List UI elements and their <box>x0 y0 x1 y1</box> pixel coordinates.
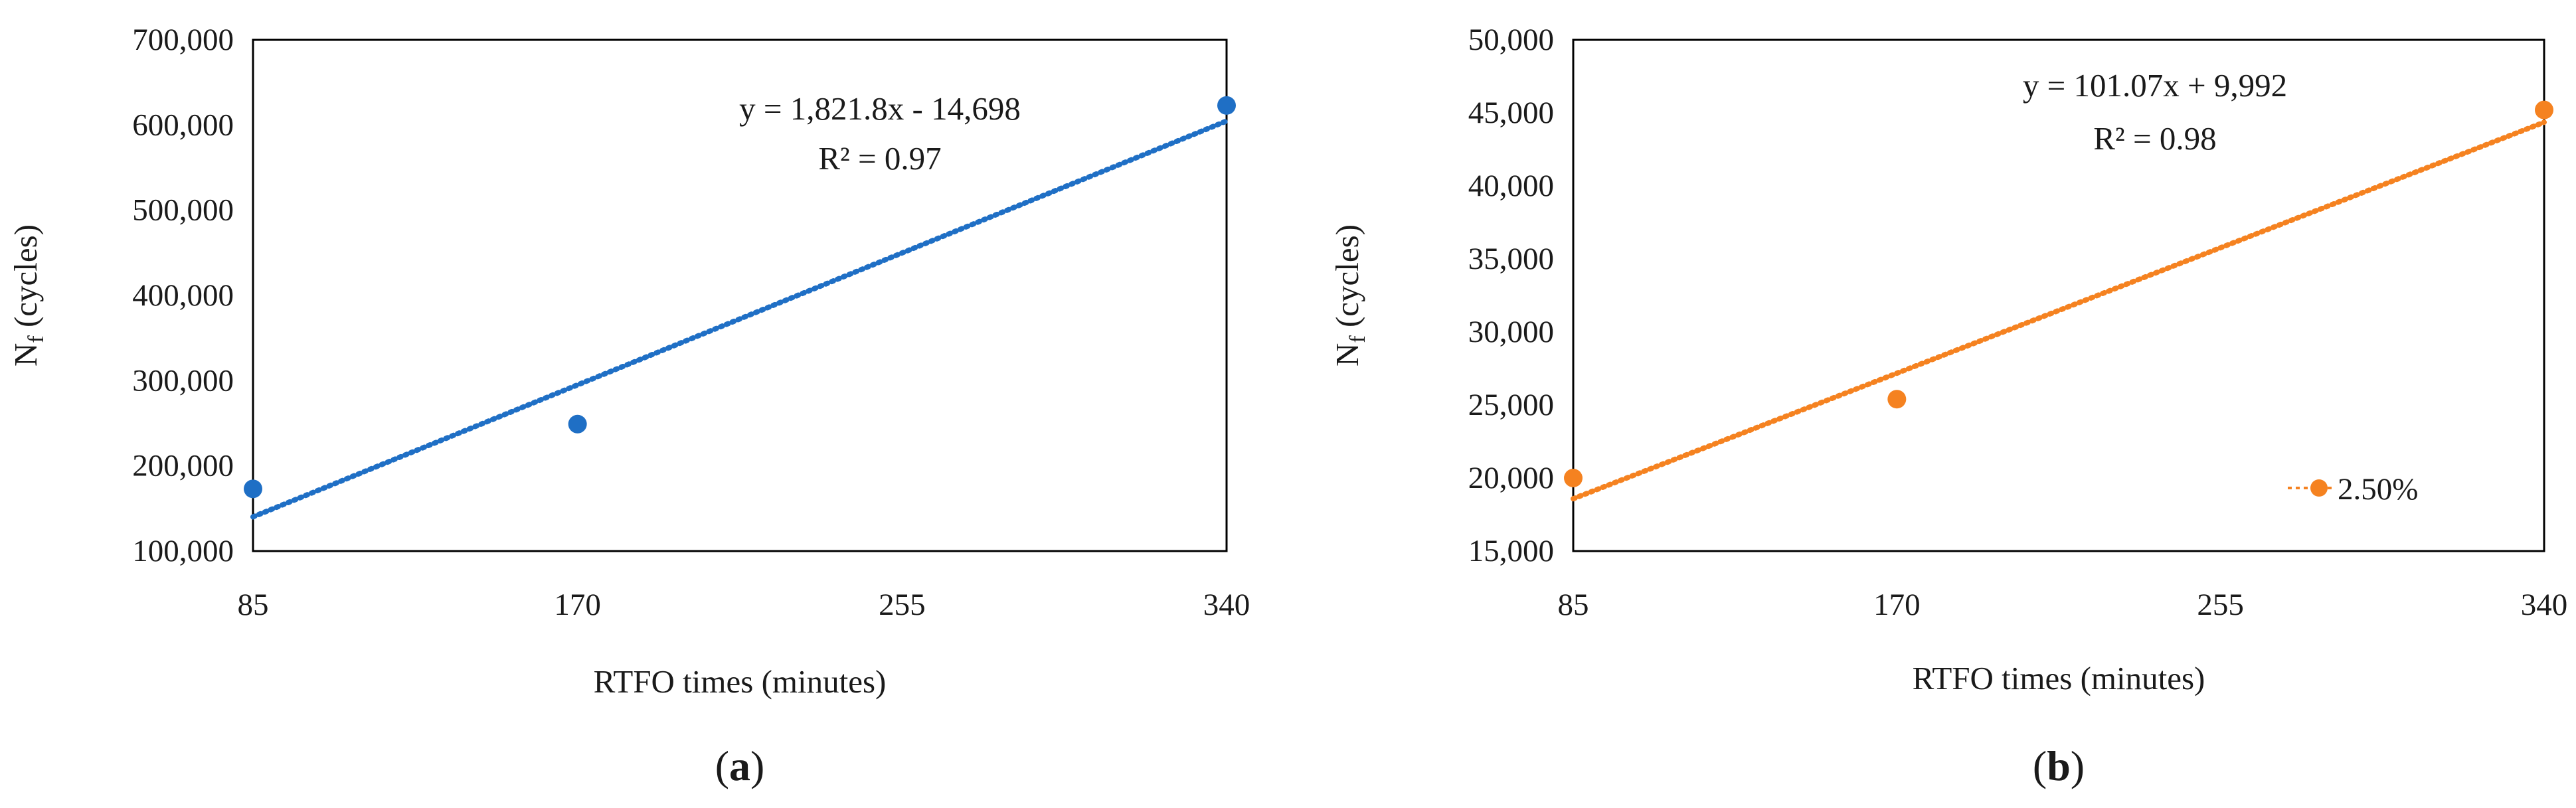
y-axis-title-main: N <box>7 343 44 366</box>
y-tick-label: 45,000 <box>1468 96 1554 130</box>
data-point <box>568 414 587 434</box>
y-tick-label: 100,000 <box>132 534 234 568</box>
x-tick-label: 255 <box>879 588 926 622</box>
legend: 2.50% <box>2288 472 2418 507</box>
panel-label: (b) <box>2033 742 2085 789</box>
panel-label-close: ) <box>2071 742 2085 789</box>
y-tick-label: 300,000 <box>132 363 234 398</box>
x-axis-title: RTFO times (minutes) <box>594 663 887 700</box>
plot-area <box>252 39 1228 552</box>
panel-label-open: ( <box>2033 742 2047 789</box>
y-tick-label: 500,000 <box>132 193 234 228</box>
y-tick-label: 20,000 <box>1468 461 1554 495</box>
trendline <box>1571 120 2547 502</box>
x-axis-title: RTFO times (minutes) <box>1913 660 2205 696</box>
y-tick-label: 40,000 <box>1468 169 1554 203</box>
y-axis-title-rest: (cycles) <box>7 224 44 335</box>
y-axis-title-main: N <box>1329 343 1365 366</box>
y-tick-label: 35,000 <box>1468 242 1554 276</box>
data-point <box>2535 100 2553 120</box>
plot-area <box>1572 39 2545 552</box>
y-tick-label: 50,000 <box>1468 23 1554 57</box>
trendline <box>250 118 1229 520</box>
panel-label-close: ) <box>750 742 764 789</box>
data-point <box>1887 390 1907 409</box>
legend-label: 2.50% <box>2338 472 2418 507</box>
data-point <box>244 479 262 499</box>
x-tick-label: 85 <box>238 588 269 622</box>
y-axis-title: Nf (cycles) <box>1329 224 1370 366</box>
panel-label-letter: a <box>729 742 750 789</box>
panel-label: (a) <box>715 742 765 789</box>
trendline-equation: y = 101.07x + 9,992 <box>2023 67 2287 104</box>
y-axis-title-rest: (cycles) <box>1329 224 1365 335</box>
data-point <box>1564 469 1583 487</box>
x-tick-label: 85 <box>1558 588 1589 622</box>
y-axis-title-subscript: f <box>24 335 48 343</box>
trendline-r-squared: R² = 0.97 <box>818 140 941 177</box>
x-tick-label: 255 <box>2197 588 2244 622</box>
chart-b: 15,000 20,000 25,000 30,000 35,000 40,000 45,0… <box>1329 23 2567 789</box>
x-tick-label: 170 <box>1873 588 1921 622</box>
trendline-equation: y = 1,821.8x - 14,698 <box>739 90 1021 127</box>
chart-a: 100,000 200,000 300,000 400,000 500,000 600,0… <box>7 23 1250 789</box>
y-tick-label: 200,000 <box>132 449 234 483</box>
y-tick-label: 700,000 <box>132 23 234 57</box>
y-tick-label: 25,000 <box>1468 388 1554 422</box>
data-point <box>1217 96 1236 115</box>
y-tick-label: 600,000 <box>132 108 234 142</box>
y-tick-label: 30,000 <box>1468 315 1554 349</box>
y-axis-title: Nf (cycles) <box>7 224 48 366</box>
x-tick-label: 340 <box>1203 588 1250 622</box>
y-tick-label: 400,000 <box>132 278 234 313</box>
panel-label-open: ( <box>715 742 729 789</box>
legend-marker <box>2310 479 2328 497</box>
trendline-r-squared: R² = 0.98 <box>2093 120 2216 157</box>
y-tick-label: 15,000 <box>1468 534 1554 568</box>
x-tick-label: 170 <box>554 588 601 622</box>
x-tick-label: 340 <box>2521 588 2568 622</box>
y-axis-title-subscript: f <box>1345 335 1370 343</box>
panel-label-letter: b <box>2047 742 2071 789</box>
